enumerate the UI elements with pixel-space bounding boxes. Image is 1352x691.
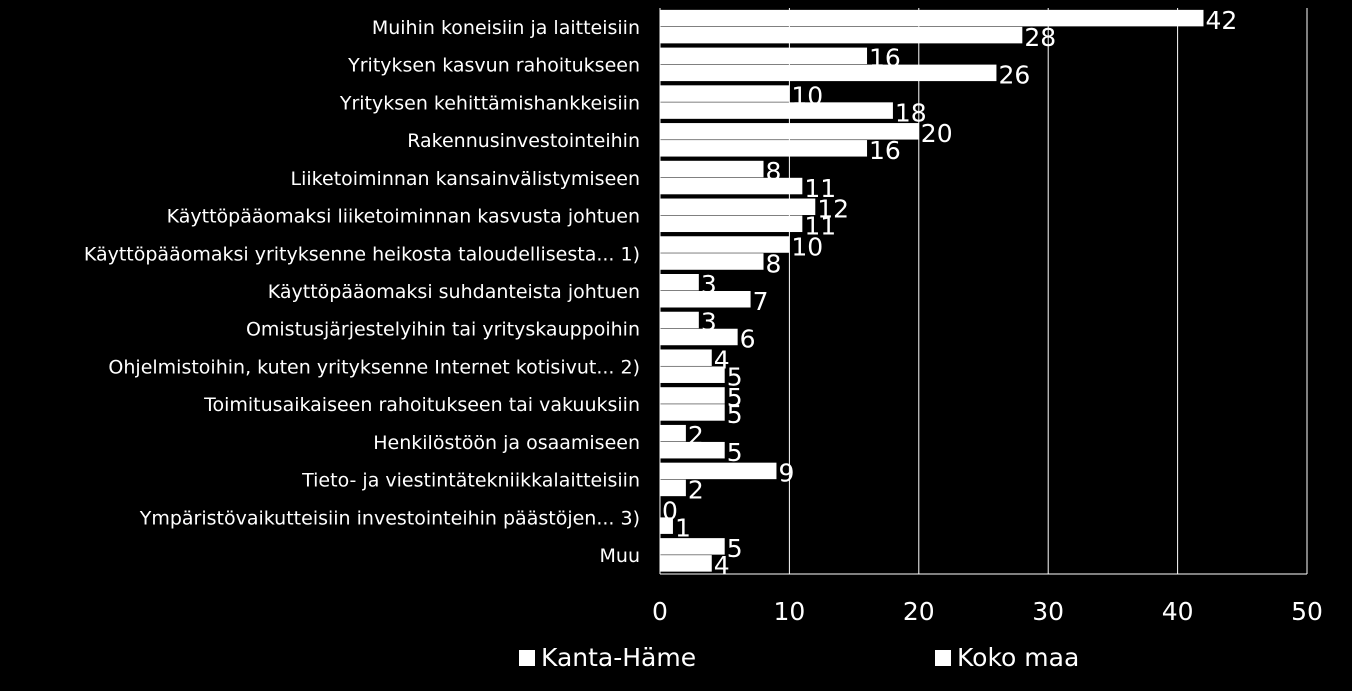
data-label-kanta-hame: 2 bbox=[688, 421, 704, 450]
bar-koko-maa bbox=[660, 253, 764, 270]
data-label-kanta-hame: 10 bbox=[791, 81, 823, 110]
data-label-koko-maa: 11 bbox=[804, 174, 836, 203]
bar-kanta-hame bbox=[660, 274, 699, 291]
bar-kanta-hame bbox=[660, 47, 868, 65]
category-label: Omistusjärjestelyihin tai yrityskauppoih… bbox=[246, 319, 640, 341]
category-label: Käyttöpääomaksi liiketoiminnan kasvusta … bbox=[167, 206, 640, 228]
x-tick-label-50: 50 bbox=[1291, 597, 1323, 626]
legend-label-kanta-hame: Kanta-Häme bbox=[541, 643, 696, 672]
category-label: Toimitusaikaiseen rahoitukseen tai vakuu… bbox=[203, 394, 640, 416]
bar-kanta-hame bbox=[660, 198, 816, 216]
data-label-koko-maa: 5 bbox=[727, 400, 743, 429]
data-label-koko-maa: 28 bbox=[1024, 23, 1056, 52]
data-label-kanta-hame: 42 bbox=[1205, 6, 1237, 35]
data-label-koko-maa: 5 bbox=[727, 362, 743, 391]
data-label-kanta-hame: 12 bbox=[817, 195, 849, 224]
legend: Kanta-Häme Koko maa bbox=[519, 643, 1079, 672]
bar-koko-maa bbox=[660, 555, 712, 572]
category-label: Ohjelmistoihin, kuten yrityksenne Intern… bbox=[108, 356, 640, 378]
category-label: Käyttöpääomaksi suhdanteista johtuen bbox=[268, 281, 640, 303]
bar-kanta-hame bbox=[660, 424, 686, 442]
category-label: Käyttöpääomaksi yrityksenne heikosta tal… bbox=[84, 243, 640, 265]
data-label-koko-maa: 5 bbox=[727, 438, 743, 467]
bar-kanta-hame bbox=[660, 123, 919, 140]
data-label-kanta-hame: 9 bbox=[778, 459, 794, 488]
data-label-kanta-hame: 3 bbox=[701, 270, 717, 299]
category-label: Yrityksen kehittämishankkeisiin bbox=[339, 92, 640, 114]
bar-koko-maa bbox=[660, 291, 751, 308]
data-label-koko-maa: 1 bbox=[675, 513, 691, 542]
category-label: Liiketoiminnan kansainvälistymiseen bbox=[291, 168, 640, 190]
category-label: Henkilöstöön ja osaamiseen bbox=[373, 432, 640, 454]
data-label-kanta-hame: 0 bbox=[662, 496, 678, 525]
bar-kanta-hame bbox=[660, 236, 790, 253]
bar-kanta-hame bbox=[660, 311, 699, 329]
category-label: Yrityksen kasvun rahoitukseen bbox=[347, 55, 640, 77]
bar-kanta-hame bbox=[660, 349, 712, 366]
legend-swatch-kanta-hame bbox=[519, 650, 535, 666]
bar-koko-maa bbox=[660, 102, 893, 119]
data-label-kanta-hame: 4 bbox=[714, 345, 730, 374]
data-label-kanta-hame: 20 bbox=[921, 119, 953, 148]
value-labels: 4228162610182016811121110837364555259201… bbox=[662, 6, 1237, 580]
data-label-koko-maa: 4 bbox=[714, 551, 730, 580]
data-label-kanta-hame: 16 bbox=[869, 44, 901, 73]
x-tick-label-0: 0 bbox=[652, 597, 668, 626]
category-label: Rakennusinvestointeihin bbox=[407, 130, 640, 152]
bar-koko-maa bbox=[660, 328, 738, 346]
bar-koko-maa bbox=[660, 479, 686, 497]
bar-koko-maa bbox=[660, 517, 673, 534]
category-label: Muihin koneisiin ja laitteisiin bbox=[372, 17, 640, 39]
data-label-koko-maa: 7 bbox=[753, 287, 769, 316]
data-label-kanta-hame: 5 bbox=[727, 383, 743, 412]
bar-kanta-hame bbox=[660, 9, 1204, 27]
bar-koko-maa bbox=[660, 177, 803, 195]
bar-kanta-hame bbox=[660, 462, 777, 480]
data-label-koko-maa: 6 bbox=[740, 325, 756, 354]
bars bbox=[660, 9, 1204, 572]
category-labels: Muihin koneisiin ja laitteisiin Yrityksen… bbox=[84, 17, 640, 567]
legend-label-koko-maa: Koko maa bbox=[957, 643, 1079, 672]
bar-koko-maa bbox=[660, 140, 868, 157]
bar-koko-maa bbox=[660, 404, 725, 421]
x-tick-label-40: 40 bbox=[1162, 597, 1194, 626]
data-label-kanta-hame: 10 bbox=[791, 232, 823, 261]
data-label-koko-maa: 16 bbox=[869, 136, 901, 165]
data-label-koko-maa: 26 bbox=[998, 61, 1030, 90]
bar-koko-maa bbox=[660, 215, 803, 233]
x-tick-label-20: 20 bbox=[903, 597, 935, 626]
x-tick-labels: 0 10 20 30 40 50 bbox=[652, 597, 1323, 626]
category-label: Muu bbox=[600, 545, 640, 567]
bar-koko-maa bbox=[660, 441, 725, 459]
bar-kanta-hame bbox=[660, 85, 790, 102]
data-label-koko-maa: 18 bbox=[895, 98, 927, 127]
category-label: Ympäristövaikutteisiin investointeihin p… bbox=[139, 507, 640, 529]
bar-koko-maa bbox=[660, 64, 997, 82]
data-label-kanta-hame: 8 bbox=[766, 157, 782, 186]
x-tick-label-30: 30 bbox=[1032, 597, 1064, 626]
bar-kanta-hame bbox=[660, 387, 725, 404]
data-label-kanta-hame: 5 bbox=[727, 534, 743, 563]
data-label-koko-maa: 11 bbox=[804, 212, 836, 241]
bar-kanta-hame bbox=[660, 538, 725, 555]
category-label: Tieto- ja viestintätekniikkalaitteisiin bbox=[301, 470, 640, 492]
bar-kanta-hame bbox=[660, 160, 764, 178]
x-tick-label-10: 10 bbox=[773, 597, 805, 626]
data-label-koko-maa: 2 bbox=[688, 476, 704, 505]
bar-koko-maa bbox=[660, 366, 725, 383]
data-label-kanta-hame: 3 bbox=[701, 308, 717, 337]
bar-koko-maa bbox=[660, 26, 1023, 44]
legend-swatch-koko-maa bbox=[935, 650, 951, 666]
data-label-koko-maa: 8 bbox=[766, 249, 782, 278]
